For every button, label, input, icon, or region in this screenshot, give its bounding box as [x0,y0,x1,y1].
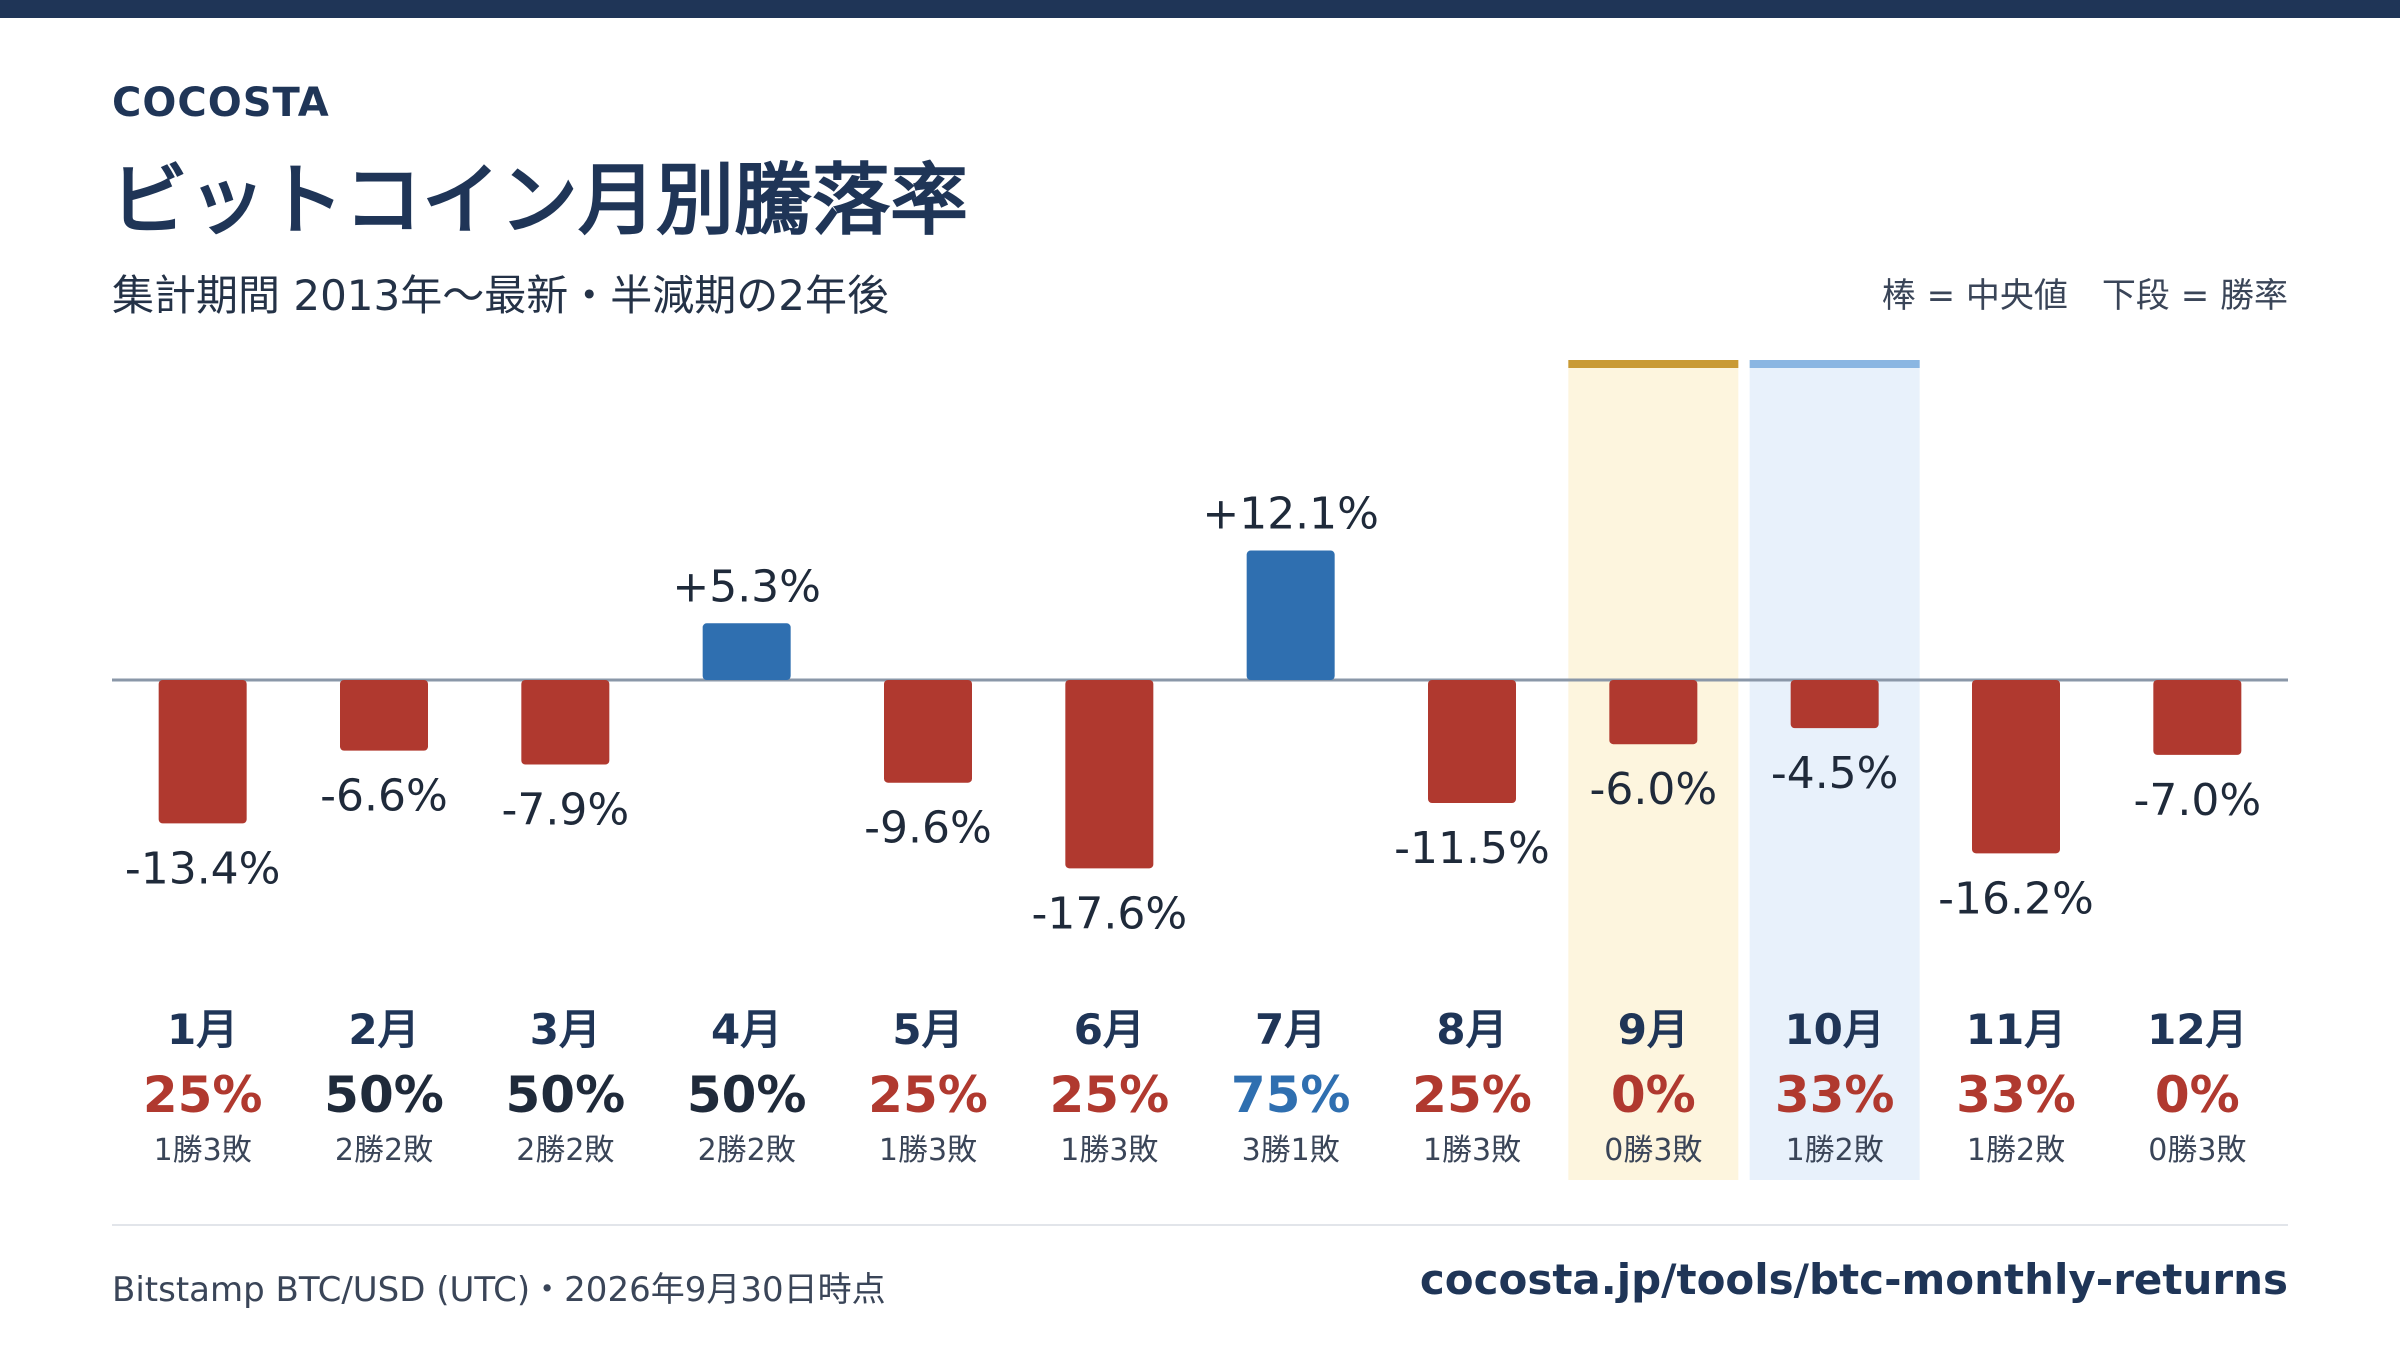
win-rate-3: 50% [505,1066,625,1124]
win-rate-11: 33% [1956,1066,2076,1124]
month-label-8: 8月 [1436,1005,1507,1054]
month-label-6: 6月 [1074,1005,1145,1054]
record-10: 1勝2敗 [1786,1133,1884,1168]
legend-note: 棒 = 中央値 下段 = 勝率 [1881,276,2288,316]
record-7: 3勝1敗 [1242,1133,1340,1168]
monthly-returns-chart: -13.4% 1月 25% 1勝3敗 -6.6% 2月 50% 2勝2敗 -7.9% 3月 50% 2… [112,360,2288,1180]
bar-7 [1246,550,1335,680]
record-2: 2勝2敗 [335,1133,433,1168]
bar-5 [884,680,972,783]
bar-6 [1065,680,1154,869]
bar-12 [2153,680,2242,755]
month-label-3: 3月 [530,1005,601,1054]
data-label-6: -17.6% [1032,888,1188,939]
data-label-11: -16.2% [1938,873,2094,924]
month-label-2: 2月 [348,1005,419,1054]
bar-1 [158,680,247,824]
bar-2 [340,680,428,751]
record-8: 1勝3敗 [1423,1133,1521,1168]
month-label-7: 7月 [1255,1005,1326,1054]
page-title: ビットコイン月別騰落率 [110,156,969,246]
bar-10 [1790,680,1879,729]
bar-11 [1972,680,2060,854]
month-label-12: 12月 [2147,1005,2247,1054]
win-rate-5: 25% [868,1066,988,1124]
bar-4 [702,623,791,680]
footer-divider [112,1224,2288,1226]
data-label-10: -4.5% [1771,748,1899,799]
record-11: 1勝2敗 [1967,1133,2065,1168]
win-rate-2: 50% [324,1066,444,1124]
month-label-4: 4月 [711,1005,782,1054]
month-label-10: 10月 [1784,1005,1884,1054]
win-rate-7: 75% [1231,1066,1351,1124]
record-12: 0勝3敗 [2148,1133,2246,1168]
month-label-5: 5月 [892,1005,963,1054]
brand-label: COCOSTA [112,80,330,126]
data-label-7: +12.1% [1202,489,1379,540]
data-label-9: -6.0% [1589,764,1717,815]
record-6: 1勝3敗 [1060,1133,1158,1168]
highlight-column-9 [1568,360,1739,1180]
win-rate-10: 33% [1775,1066,1895,1124]
data-label-8: -11.5% [1394,823,1550,874]
data-label-4: +5.3% [672,561,821,612]
highlight-marker-10 [1749,360,1920,368]
month-label-1: 1月 [167,1005,238,1054]
record-4: 2勝2敗 [698,1133,796,1168]
data-label-2: -6.6% [320,771,448,822]
win-rate-1: 25% [143,1066,263,1124]
source-url-link[interactable]: cocosta.jp/tools/btc-monthly-returns [1419,1255,2288,1304]
data-label-12: -7.0% [2133,775,2261,826]
record-1: 1勝3敗 [154,1133,252,1168]
month-label-11: 11月 [1966,1005,2066,1054]
win-rate-8: 25% [1412,1066,1532,1124]
record-9: 0勝3敗 [1604,1133,1702,1168]
month-label-9: 9月 [1618,1005,1689,1054]
data-source-note: Bitstamp BTC/USD (UTC)・2026年9月30日時点 [112,1270,886,1310]
page-subtitle: 集計期間 2013年〜最新・半減期の2年後 [112,271,889,320]
highlight-column-10 [1749,360,1920,1180]
data-label-3: -7.9% [501,785,629,836]
data-label-5: -9.6% [864,803,992,854]
win-rate-6: 25% [1049,1066,1169,1124]
record-3: 2勝2敗 [516,1133,614,1168]
bar-3 [521,680,610,765]
win-rate-12: 0% [2155,1066,2240,1124]
top-band [0,0,2400,18]
win-rate-9: 0% [1611,1066,1696,1124]
bar-8 [1428,680,1516,804]
win-rate-4: 50% [687,1066,807,1124]
highlight-marker-9 [1568,360,1739,368]
bar-9 [1609,680,1698,745]
data-label-1: -13.4% [125,843,281,894]
record-5: 1勝3敗 [879,1133,977,1168]
